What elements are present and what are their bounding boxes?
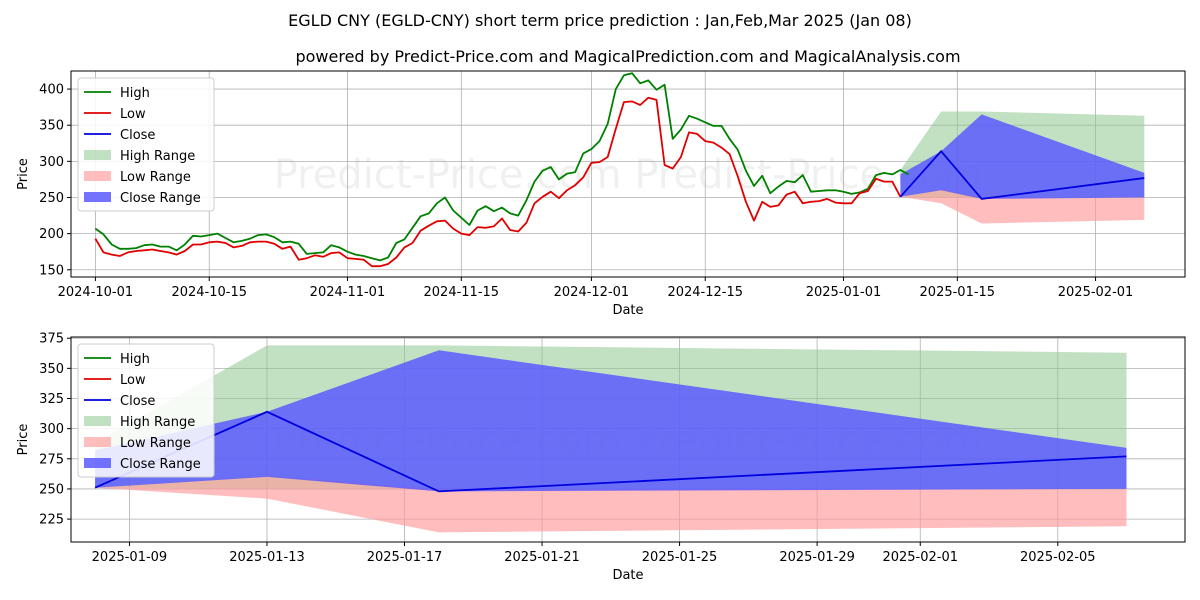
legend-label: High Range xyxy=(120,149,195,164)
legend-label: Close Range xyxy=(120,191,201,206)
legend-label: Close xyxy=(120,128,155,143)
chart-subtitle: powered by Predict-Price.com and Magical… xyxy=(295,47,960,66)
chart-title: EGLD CNY (EGLD-CNY) short term price pre… xyxy=(288,11,912,30)
x-tick-label: 2025-01-13 xyxy=(229,550,305,565)
y-tick-label: 250 xyxy=(39,191,64,206)
x-axis-label: Date xyxy=(612,303,643,318)
forecast-chart-panel: Predict-Price.com Predict-Price.com2025-… xyxy=(16,332,1186,583)
y-tick-label: 250 xyxy=(39,482,64,497)
legend-label: Low xyxy=(120,107,146,122)
y-tick-label: 350 xyxy=(39,119,64,134)
legend-label: High Range xyxy=(120,415,195,430)
x-tick-label: 2025-02-01 xyxy=(882,550,958,565)
close-range-band xyxy=(95,350,1127,492)
x-tick-label: 2025-01-01 xyxy=(806,285,882,300)
x-tick-label: 2025-02-05 xyxy=(1020,550,1096,565)
x-tick-label: 2025-01-15 xyxy=(920,285,996,300)
y-tick-label: 225 xyxy=(39,513,64,528)
y-axis-label: Price xyxy=(16,424,31,456)
y-tick-label: 375 xyxy=(39,332,64,347)
y-tick-label: 150 xyxy=(39,263,64,278)
x-tick-label: 2024-11-15 xyxy=(424,285,500,300)
x-tick-label: 2024-11-01 xyxy=(310,285,386,300)
legend-box xyxy=(77,343,215,478)
y-axis-label: Price xyxy=(16,158,31,190)
x-tick-label: 2025-01-29 xyxy=(779,550,855,565)
legend-patch-swatch xyxy=(84,171,111,181)
y-tick-label: 325 xyxy=(39,392,64,407)
x-tick-label: 2024-10-15 xyxy=(171,285,247,300)
legend-label: Close xyxy=(120,394,155,409)
legend-label: High xyxy=(120,86,150,101)
y-tick-label: 300 xyxy=(39,155,64,170)
legend-patch-swatch xyxy=(84,150,111,160)
x-tick-label: 2024-12-01 xyxy=(554,285,630,300)
x-tick-label: 2025-02-01 xyxy=(1058,285,1134,300)
y-tick-label: 275 xyxy=(39,452,64,467)
y-tick-label: 350 xyxy=(39,362,64,377)
x-axis-label: Date xyxy=(612,568,643,583)
legend-label: Close Range xyxy=(120,457,201,472)
x-tick-label: 2024-12-15 xyxy=(667,285,743,300)
legend-label: Low xyxy=(120,373,146,388)
low-range-band xyxy=(95,475,1127,533)
legend-patch-swatch xyxy=(84,192,111,202)
x-tick-label: 2025-01-17 xyxy=(367,550,443,565)
x-tick-label: 2025-01-21 xyxy=(504,550,580,565)
legend-label: Low Range xyxy=(120,170,191,185)
x-tick-label: 2025-01-25 xyxy=(642,550,718,565)
plot-frame xyxy=(70,336,1186,543)
high-series-line xyxy=(94,72,909,262)
y-tick-label: 200 xyxy=(39,227,64,242)
y-tick-label: 400 xyxy=(39,83,64,98)
y-tick-label: 300 xyxy=(39,422,64,437)
legend-patch-swatch xyxy=(84,416,111,426)
legend-box xyxy=(77,77,215,212)
plot-frame xyxy=(70,70,1186,278)
close-series-line xyxy=(899,149,1145,200)
legend-label: Low Range xyxy=(120,436,191,451)
close-range-band xyxy=(900,114,1145,199)
legend-patch-swatch xyxy=(84,458,111,468)
x-tick-label: 2025-01-09 xyxy=(92,550,168,565)
legend-patch-swatch xyxy=(84,437,111,447)
history-chart-panel: Predict-Price.com Predict-Price.com2024-… xyxy=(16,70,1186,318)
low-series-line xyxy=(94,96,902,268)
x-tick-label: 2024-10-01 xyxy=(58,285,134,300)
legend-label: High xyxy=(120,352,150,367)
